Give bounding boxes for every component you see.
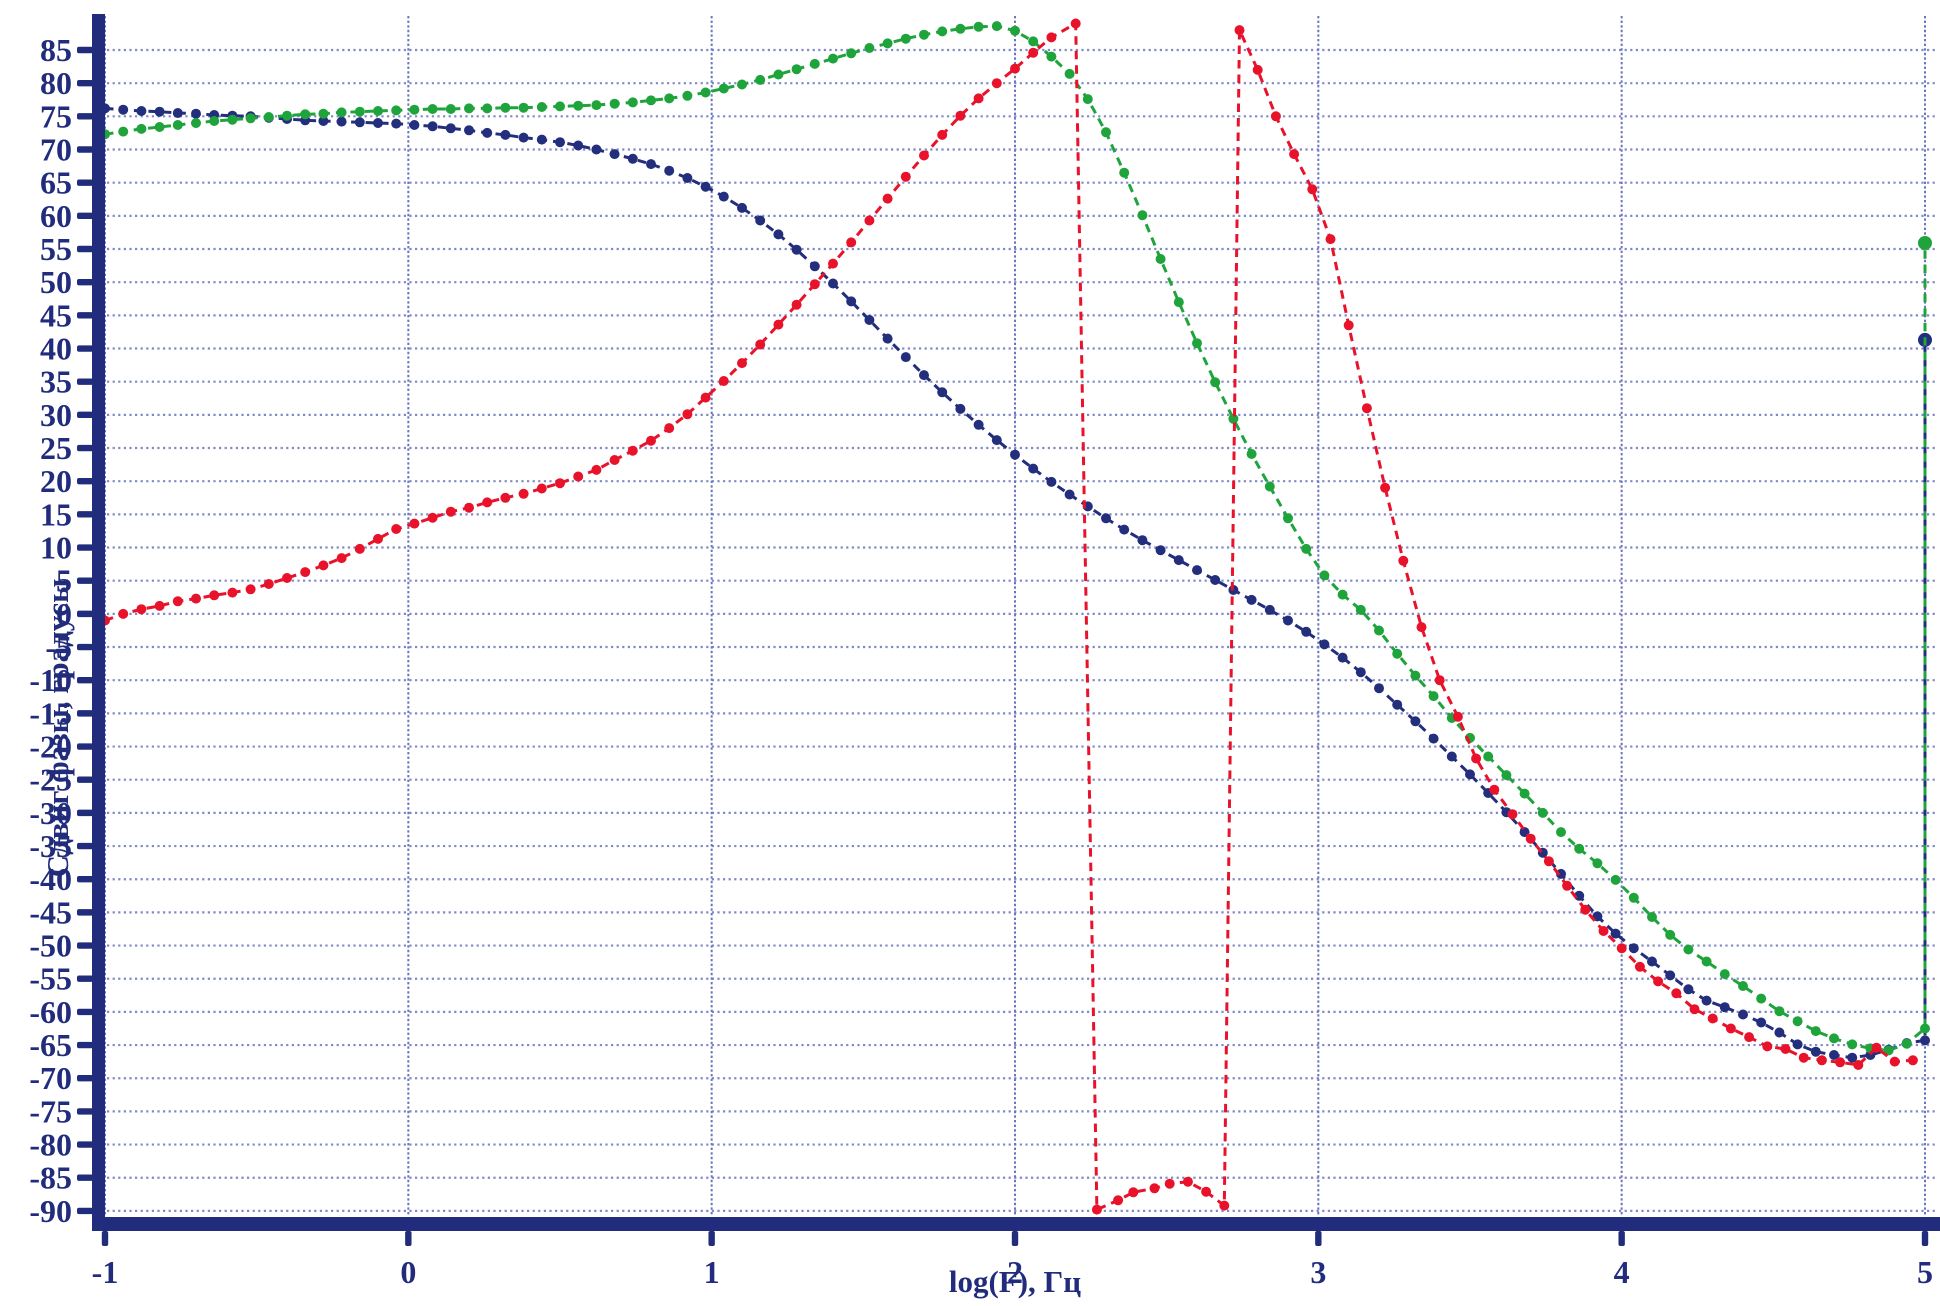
svg-text:-5: -5 — [45, 629, 72, 665]
y-tick-marks — [77, 46, 93, 1215]
svg-text:0: 0 — [400, 1254, 416, 1290]
svg-text:2: 2 — [1007, 1254, 1023, 1290]
svg-text:-40: -40 — [29, 861, 72, 897]
svg-text:50: 50 — [40, 264, 72, 300]
svg-text:-60: -60 — [29, 994, 72, 1030]
svg-text:-1: -1 — [92, 1254, 119, 1290]
svg-text:25: 25 — [40, 430, 72, 466]
svg-text:4: 4 — [1614, 1254, 1630, 1290]
svg-text:30: 30 — [40, 397, 72, 433]
svg-text:15: 15 — [40, 496, 72, 532]
svg-text:85: 85 — [40, 32, 72, 68]
svg-text:-45: -45 — [29, 894, 72, 930]
red-phase-curve — [100, 18, 1918, 1215]
svg-text:-55: -55 — [29, 961, 72, 997]
svg-text:-30: -30 — [29, 795, 72, 831]
svg-text:5: 5 — [56, 563, 72, 599]
svg-text:1: 1 — [704, 1254, 720, 1290]
svg-text:-65: -65 — [29, 1027, 72, 1063]
svg-text:-50: -50 — [29, 928, 72, 964]
svg-text:-75: -75 — [29, 1093, 72, 1129]
svg-text:-35: -35 — [29, 828, 72, 864]
svg-text:5: 5 — [1917, 1254, 1933, 1290]
svg-text:60: 60 — [40, 198, 72, 234]
svg-text:20: 20 — [40, 463, 72, 499]
x-tick-marks — [101, 1231, 1929, 1246]
x-axis-title: log(F), Гц — [948, 1264, 1082, 1299]
svg-text:0: 0 — [56, 596, 72, 632]
svg-text:55: 55 — [40, 231, 72, 267]
vertical-gridlines — [104, 16, 1926, 1216]
svg-text:-70: -70 — [29, 1060, 72, 1096]
svg-text:65: 65 — [40, 165, 72, 201]
svg-text:-80: -80 — [29, 1127, 72, 1163]
svg-text:70: 70 — [40, 132, 72, 168]
axes — [92, 14, 1940, 1231]
svg-text:45: 45 — [40, 297, 72, 333]
svg-text:-10: -10 — [29, 662, 72, 698]
svg-text:40: 40 — [40, 331, 72, 367]
svg-text:35: 35 — [40, 364, 72, 400]
y-axis-tick-labels: 8580757065605550454035302520151050-5-10-… — [29, 32, 72, 1229]
svg-text:10: 10 — [40, 530, 72, 566]
svg-text:3: 3 — [1310, 1254, 1326, 1290]
svg-text:-85: -85 — [29, 1160, 72, 1196]
horizontal-gridlines — [107, 48, 1938, 1213]
y-axis-title: Сдвиг фазы, градусы — [40, 578, 75, 878]
svg-text:-25: -25 — [29, 762, 72, 798]
svg-text:80: 80 — [40, 65, 72, 101]
green-phase-curve — [100, 21, 1932, 1056]
svg-text:-90: -90 — [29, 1193, 72, 1229]
svg-text:75: 75 — [40, 98, 72, 134]
x-axis-tick-labels: -1 0 1 2 3 4 5 — [92, 1254, 1933, 1290]
svg-text:-15: -15 — [29, 695, 72, 731]
svg-text:-20: -20 — [29, 729, 72, 765]
